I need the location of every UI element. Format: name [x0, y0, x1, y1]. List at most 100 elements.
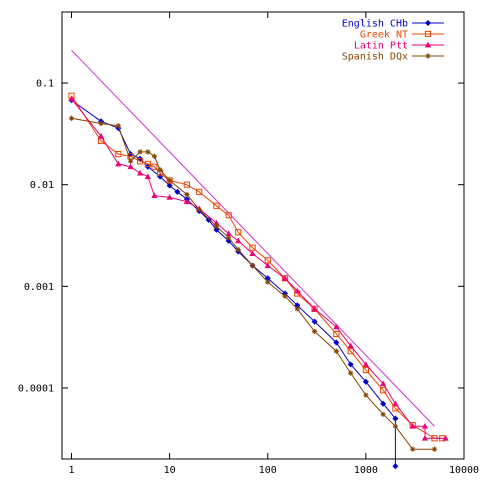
- data-point: [115, 160, 122, 167]
- data-point: [392, 400, 399, 407]
- data-point: [205, 216, 212, 223]
- x-tick-label: 10000: [449, 465, 479, 476]
- data-point: [145, 149, 151, 155]
- data-point: [166, 194, 173, 200]
- legend-label: English CHb: [342, 19, 408, 30]
- tick-layer: 1 10 100 1000 10000 0.1 0.01 0.001 0.0001: [18, 12, 479, 476]
- reference-line: [71, 49, 435, 427]
- data-point: [311, 328, 318, 335]
- data-point: [392, 415, 399, 422]
- data-point: [347, 342, 354, 349]
- data-point: [410, 446, 416, 452]
- data-point: [282, 293, 288, 299]
- data-point: [225, 212, 232, 219]
- data-point: [392, 423, 399, 429]
- data-point: [294, 287, 301, 294]
- data-point: [213, 223, 220, 229]
- data-point: [362, 378, 369, 385]
- y-tick-3: 0.0001: [18, 383, 464, 394]
- data-point: [442, 435, 449, 441]
- data-point: [127, 163, 134, 170]
- data-point: [333, 339, 340, 346]
- data-point: [265, 279, 271, 285]
- data-point: [380, 387, 387, 394]
- data-point: [151, 153, 158, 159]
- series-1: [68, 92, 446, 442]
- data-point: [264, 262, 271, 268]
- data-point: [380, 400, 387, 407]
- data-point: [249, 244, 256, 251]
- data-point: [311, 318, 318, 325]
- data-point: [235, 229, 242, 236]
- legend-marker: [424, 30, 432, 38]
- plot-frame: [61, 11, 465, 460]
- data-point: [166, 182, 173, 189]
- data-point: [98, 120, 104, 127]
- data-point: [68, 115, 75, 121]
- reference-line-layer: [71, 49, 435, 427]
- data-point: [184, 191, 190, 198]
- data-point: [144, 173, 151, 180]
- data-point: [311, 305, 318, 312]
- y-tick-0: 0.1: [36, 79, 464, 90]
- data-point: [421, 423, 429, 429]
- data-point: [363, 392, 369, 398]
- data-point: [333, 330, 340, 338]
- x-tick-label: 100: [259, 465, 277, 476]
- data-point: [167, 177, 173, 184]
- data-point: [127, 158, 134, 164]
- series-3: [68, 115, 438, 452]
- y-tick-1: 0.01: [30, 180, 464, 191]
- data-point: [196, 188, 203, 195]
- data-point: [333, 323, 340, 330]
- data-point: [380, 380, 387, 387]
- legend-label: Spanish DQx: [342, 52, 408, 63]
- data-point: [409, 423, 416, 429]
- data-point: [213, 202, 220, 209]
- x-tick-label: 1: [68, 465, 74, 476]
- data-point: [151, 192, 158, 199]
- legend-entry-1: Greek NT: [360, 30, 444, 41]
- data-point: [362, 366, 369, 374]
- legend-marker: [424, 41, 432, 48]
- y-tick-label: 0.1: [36, 79, 54, 90]
- y-tick-label: 0.001: [24, 282, 54, 293]
- data-point: [115, 150, 122, 158]
- data-point: [333, 348, 339, 354]
- data-point: [68, 95, 75, 102]
- data-point: [174, 188, 181, 195]
- legend-marker: [424, 19, 432, 27]
- data-point: [137, 149, 143, 155]
- x-tick-4: 10000: [449, 12, 479, 476]
- data-point: [431, 446, 438, 452]
- series-2: [68, 95, 449, 441]
- x-tick-label: 10: [164, 465, 176, 476]
- x-tick-0: 1: [68, 12, 75, 476]
- data-point: [348, 370, 354, 376]
- y-tick-2: 0.001: [24, 282, 464, 293]
- data-point: [157, 167, 163, 173]
- data-point: [196, 206, 202, 213]
- x-tick-1: 10: [164, 12, 176, 476]
- data-point: [183, 198, 191, 205]
- data-point: [249, 250, 256, 256]
- data-point: [362, 361, 369, 367]
- data-point: [144, 160, 151, 168]
- data-point: [421, 435, 429, 441]
- data-point: [226, 235, 232, 241]
- x-tick-3: 1000: [354, 12, 378, 476]
- data-point: [136, 158, 144, 165]
- data-point: [347, 361, 354, 368]
- legend-label: Latin Ptt: [354, 41, 408, 52]
- legend-entry-0: English CHb: [342, 19, 444, 30]
- legend-marker: [425, 53, 431, 59]
- data-point: [380, 411, 386, 417]
- legend-entry-3: Spanish DQx: [342, 52, 444, 63]
- data-point: [249, 262, 256, 269]
- data-point: [281, 275, 289, 281]
- data-point: [151, 163, 158, 170]
- y-tick-label: 0.0001: [18, 383, 54, 394]
